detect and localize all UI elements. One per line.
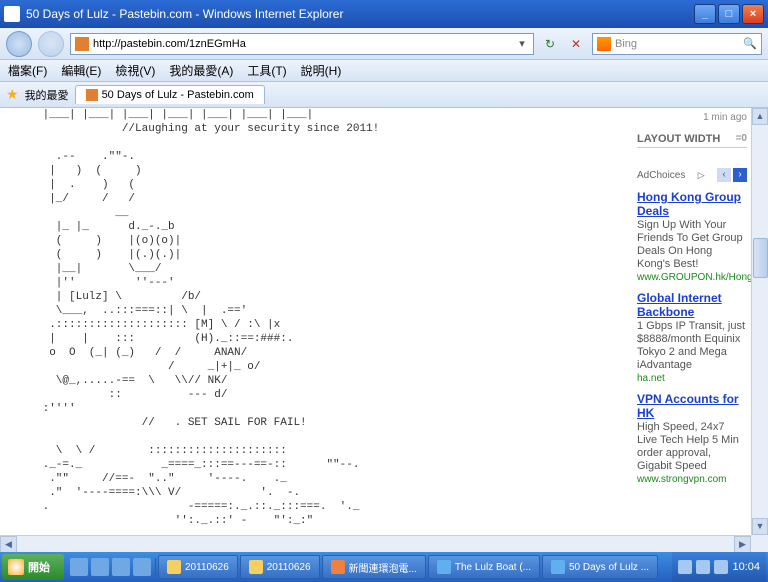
scroll-left-icon[interactable]: ◀ (0, 536, 17, 552)
minimize-button[interactable]: _ (694, 4, 716, 24)
horizontal-scrollbar[interactable]: ◀ ▶ (0, 535, 751, 552)
address-bar[interactable]: http://pastebin.com/1znEGmHa ▾ (70, 33, 534, 55)
quicklaunch-icon[interactable] (112, 558, 130, 576)
search-box[interactable]: Bing 🔍 (592, 33, 762, 55)
task-label: 50 Days of Lulz ... (569, 562, 649, 573)
task-label: 20110626 (267, 562, 311, 573)
menu-favorites[interactable]: 我的最愛(A) (169, 62, 233, 79)
ad-title[interactable]: VPN Accounts for HK (637, 392, 747, 420)
task-label: 新聞連環泡電... (349, 560, 417, 575)
ad-url[interactable]: ha.net (637, 373, 747, 384)
menu-edit[interactable]: 編輯(E) (61, 62, 101, 79)
menu-file[interactable]: 檔案(F) (8, 62, 47, 79)
tab-title: 50 Days of Lulz - Pastebin.com (102, 89, 254, 101)
back-button[interactable] (6, 31, 32, 57)
ad-title[interactable]: Global Internet Backbone (637, 291, 747, 319)
scroll-down-icon[interactable]: ▼ (752, 518, 768, 535)
browser-tab[interactable]: 50 Days of Lulz - Pastebin.com (75, 85, 265, 104)
maximize-button[interactable]: □ (718, 4, 740, 24)
task-icon (551, 560, 565, 574)
scroll-corner (751, 535, 768, 552)
taskbar-task[interactable]: The Lulz Boat (... (428, 555, 540, 579)
ad-next-icon[interactable]: › (733, 168, 747, 182)
start-label: 開始 (28, 559, 50, 575)
paste-code: |___| |___| |___| |___| |___| |___| |___… (36, 108, 596, 535)
menu-help[interactable]: 說明(H) (301, 62, 342, 79)
tray-icon[interactable] (714, 560, 728, 574)
app-icon (4, 6, 20, 22)
task-icon (331, 560, 345, 574)
search-go-icon[interactable]: 🔍 (743, 37, 757, 50)
taskbar-task[interactable]: 20110626 (240, 555, 320, 579)
ad-desc: High Speed, 24x7 Live Tech Help 5 Min or… (637, 421, 747, 473)
quicklaunch-icon[interactable] (91, 558, 109, 576)
quicklaunch-icon[interactable] (70, 558, 88, 576)
scroll-up-icon[interactable]: ▲ (752, 108, 768, 125)
ad-desc: 1 Gbps IP Transit, just $8888/month Equi… (637, 320, 747, 372)
bing-icon (597, 37, 611, 51)
paste-age: 1 min ago (637, 112, 747, 123)
start-button[interactable]: 開始 (2, 554, 64, 580)
taskbar-task[interactable]: 20110626 (158, 555, 238, 579)
vertical-scrollbar[interactable]: ▲ ▼ (751, 108, 768, 552)
start-orb-icon (8, 559, 24, 575)
scroll-thumb[interactable] (753, 238, 768, 278)
task-icon (249, 560, 263, 574)
refresh-button[interactable]: ↻ (540, 34, 560, 54)
task-icon (437, 560, 451, 574)
menu-view[interactable]: 檢視(V) (115, 62, 155, 79)
layout-width-header: LAYOUT WIDTH=0 (637, 133, 747, 148)
forward-button[interactable] (38, 31, 64, 57)
search-placeholder: Bing (615, 38, 743, 50)
favorites-label[interactable]: 我的最愛 (25, 87, 69, 103)
task-label: 20110626 (185, 562, 229, 573)
ad-url[interactable]: www.strongvpn.com (637, 474, 747, 485)
menu-tools[interactable]: 工具(T) (247, 62, 286, 79)
scroll-right-icon[interactable]: ▶ (734, 536, 751, 552)
task-icon (167, 560, 181, 574)
ad-title[interactable]: Hong Kong Group Deals (637, 190, 747, 218)
adchoices-label[interactable]: AdChoices (637, 170, 685, 181)
taskbar-task[interactable]: 50 Days of Lulz ... (542, 555, 658, 579)
close-button[interactable]: × (742, 4, 764, 24)
tray-icon[interactable] (678, 560, 692, 574)
stop-button[interactable]: ✕ (566, 34, 586, 54)
url-text: http://pastebin.com/1znEGmHa (93, 38, 515, 50)
taskbar-task[interactable]: 新聞連環泡電... (322, 555, 426, 579)
tab-icon (86, 89, 98, 101)
quicklaunch-icon[interactable] (133, 558, 151, 576)
window-title: 50 Days of Lulz - Pastebin.com - Windows… (26, 7, 694, 21)
site-icon (75, 37, 89, 51)
ad-url[interactable]: www.GROUPON.hk/HongK (637, 272, 747, 283)
addr-dropdown-icon[interactable]: ▾ (515, 37, 529, 50)
ad-desc: Sign Up With Your Friends To Get Group D… (637, 219, 747, 271)
clock[interactable]: 10:04 (732, 561, 760, 573)
tray-icon[interactable] (696, 560, 710, 574)
ad-prev-icon[interactable]: ‹ (717, 168, 731, 182)
task-label: The Lulz Boat (... (455, 562, 531, 573)
favorites-star-icon[interactable]: ★ (6, 86, 19, 103)
